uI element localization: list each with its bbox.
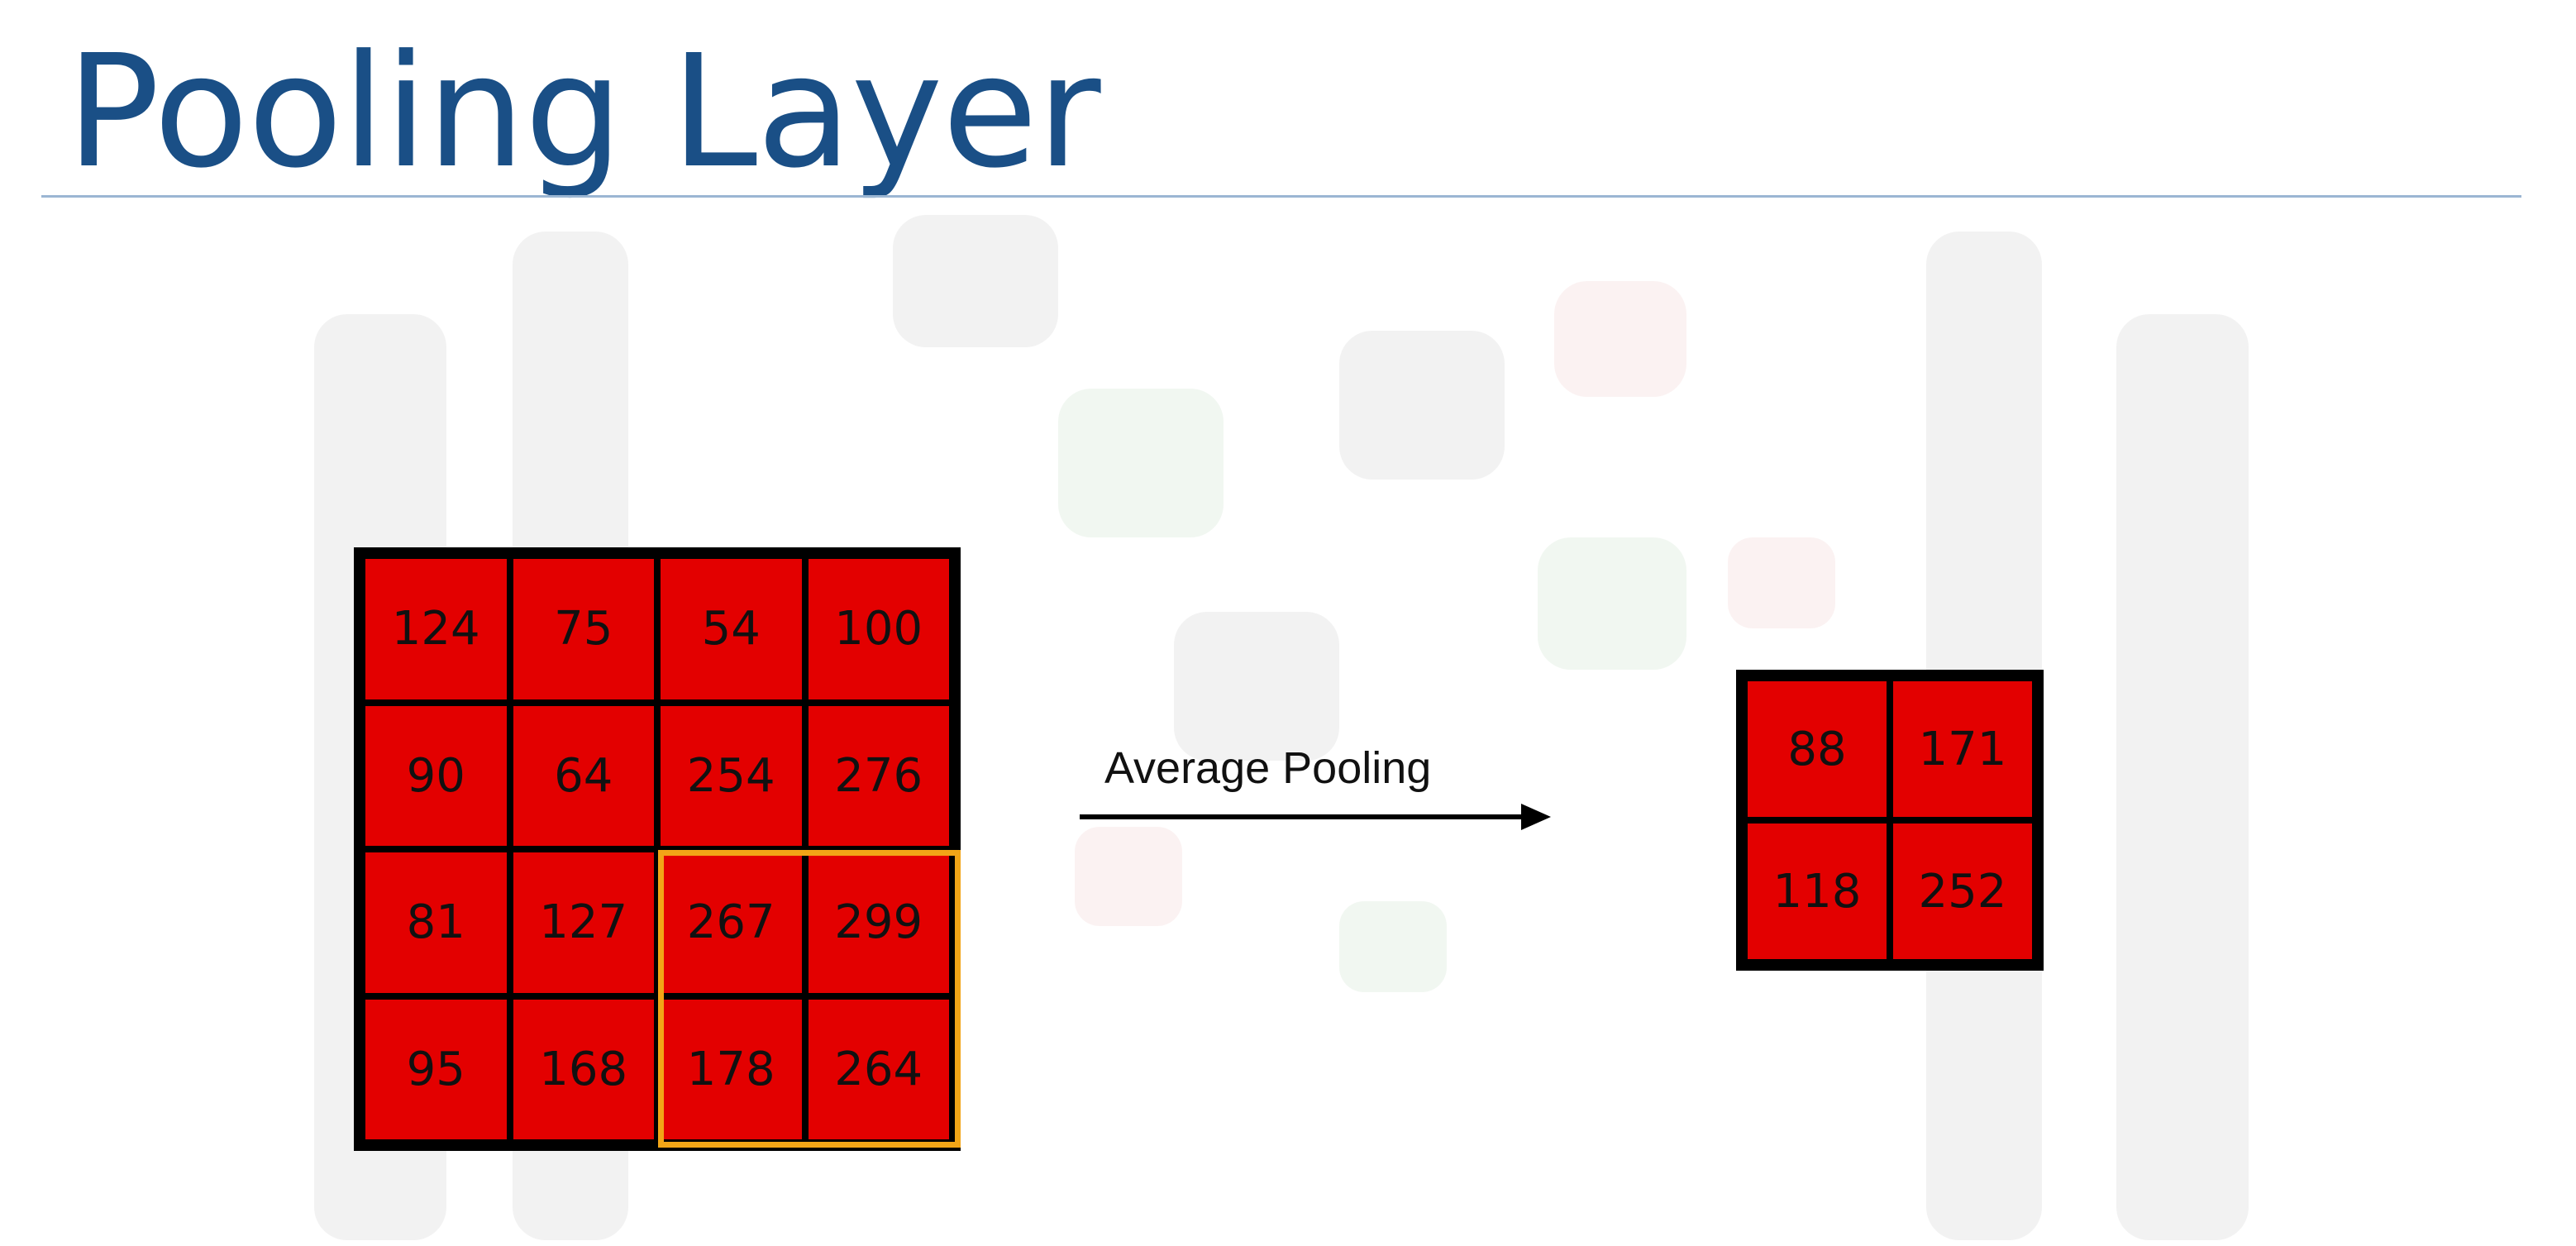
input-cell: 54	[661, 559, 802, 699]
input-feature-map: 124 75 54 100 90 64 254 276 81 127 267 2…	[354, 547, 961, 1151]
input-cell: 100	[808, 559, 949, 699]
page-title: Pooling Layer	[66, 21, 1101, 203]
output-cell: 252	[1893, 824, 2032, 959]
input-cell: 178	[661, 999, 802, 1139]
operation-label: Average Pooling	[1104, 743, 1432, 793]
input-cell: 81	[365, 852, 507, 993]
output-cell: 88	[1748, 681, 1887, 817]
arrow-right-icon	[1080, 804, 1551, 830]
input-cell: 90	[365, 705, 507, 846]
input-cell: 95	[365, 999, 507, 1139]
title-divider	[41, 195, 2521, 198]
output-cell: 118	[1748, 824, 1887, 959]
output-cell: 171	[1893, 681, 2032, 817]
input-cell: 168	[513, 999, 654, 1139]
input-cell: 276	[808, 705, 949, 846]
input-cell: 299	[808, 852, 949, 993]
input-cell: 124	[365, 559, 507, 699]
output-feature-map: 88 171 118 252	[1736, 670, 2044, 971]
input-cell: 264	[808, 999, 949, 1139]
input-cell: 267	[661, 852, 802, 993]
input-cell: 254	[661, 705, 802, 846]
pooling-window-highlight	[658, 850, 961, 1148]
input-cell: 75	[513, 559, 654, 699]
input-cell: 64	[513, 705, 654, 846]
input-cell: 127	[513, 852, 654, 993]
